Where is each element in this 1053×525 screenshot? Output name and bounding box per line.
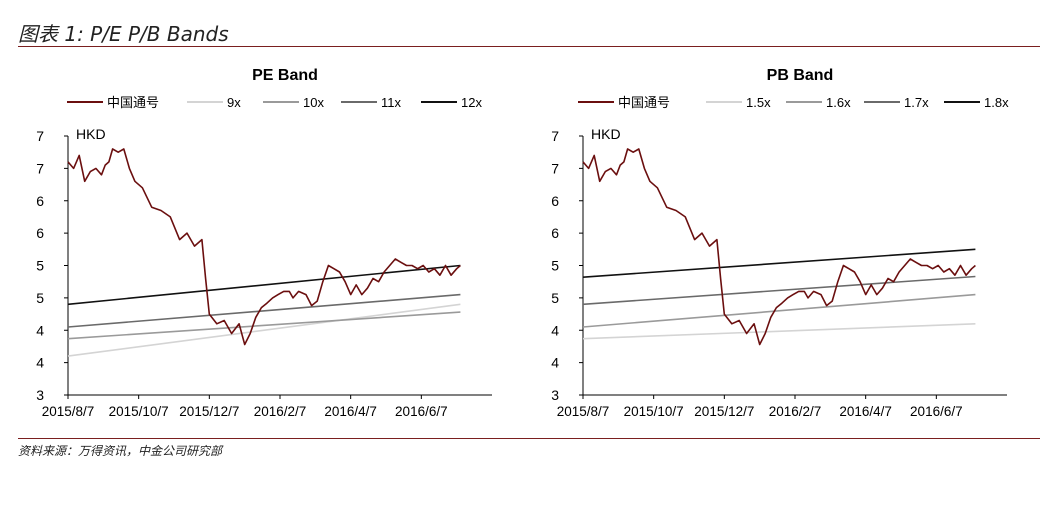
y-tick-label: 5 [36, 290, 44, 306]
series-line-0 [67, 148, 461, 346]
y-tick-label: 6 [36, 193, 44, 209]
x-tick-label: 2016/4/7 [324, 404, 377, 419]
y-tick-label: 3 [36, 387, 44, 403]
x-tick-label: 2015/8/7 [42, 404, 95, 419]
legend-label-1: 1.5x [746, 95, 771, 110]
y-axis-label: HKD [76, 126, 106, 142]
y-tick-label: 6 [36, 225, 44, 241]
series-line-4 [582, 248, 976, 278]
x-tick-label: 2016/6/7 [910, 404, 963, 419]
x-tick-label: 2015/12/7 [179, 404, 239, 419]
legend-label-4: 12x [461, 95, 482, 110]
series-line-3 [67, 293, 461, 328]
y-tick-label: 5 [551, 290, 559, 306]
x-tick-label: 2016/2/7 [254, 404, 307, 419]
legend-label-3: 11x [381, 95, 401, 110]
chart-legend: 中国通号 9x 10x 11x 12x [67, 95, 482, 110]
series-line-4 [67, 264, 461, 306]
y-tick-label: 7 [551, 128, 559, 144]
x-tick-label: 2015/8/7 [557, 404, 610, 419]
legend-label-0: 中国通号 [618, 95, 670, 110]
series-line-3 [582, 275, 976, 306]
chart-title: PB Band [767, 67, 834, 84]
series-line-2 [67, 311, 461, 340]
y-tick-label: 3 [551, 387, 559, 403]
legend-label-1: 9x [227, 95, 241, 110]
source-note: 资料来源：万得资讯，中金公司研究部 [18, 444, 223, 458]
chart-legend: 中国通号 1.5x 1.6x 1.7x 1.8x [578, 95, 1009, 110]
x-tick-label: 2016/4/7 [839, 404, 892, 419]
legend-label-4: 1.8x [984, 95, 1009, 110]
chart-title: PE Band [252, 67, 318, 84]
y-tick-label: 7 [36, 160, 44, 176]
series-line-2 [582, 293, 976, 328]
legend-label-2: 10x [303, 95, 324, 110]
x-tick-label: 2016/2/7 [769, 404, 822, 419]
title-rule [18, 46, 1040, 47]
figure-title: 图表 1: P/E P/B Bands [18, 22, 229, 46]
legend-label-3: 1.7x [904, 95, 929, 110]
y-axis-label: HKD [591, 126, 621, 142]
y-tick-label: 4 [36, 322, 44, 338]
y-tick-label: 6 [551, 193, 559, 209]
pe-band-chart: PE Band 中国通号 9x 10x 11x 12x HKD 3 4 4 5 5 6 6 7 7 2015/8… [36, 67, 492, 419]
x-tick-label: 2015/12/7 [694, 404, 754, 419]
y-tick-label: 6 [551, 225, 559, 241]
legend-label-2: 1.6x [826, 95, 851, 110]
y-tick-label: 4 [36, 355, 44, 371]
y-tick-label: 7 [551, 160, 559, 176]
series-line-1 [67, 303, 461, 357]
x-tick-label: 2016/6/7 [395, 404, 448, 419]
y-tick-label: 4 [551, 322, 559, 338]
x-tick-label: 2015/10/7 [109, 404, 169, 419]
legend-label-0: 中国通号 [107, 95, 159, 110]
series-line-0 [582, 148, 976, 346]
y-tick-label: 7 [36, 128, 44, 144]
y-tick-label: 5 [551, 258, 559, 274]
series-line-1 [582, 323, 976, 340]
x-tick-label: 2015/10/7 [624, 404, 684, 419]
pb-band-chart: PB Band 中国通号 1.5x 1.6x 1.7x 1.8x HKD 3 4 4 5 5 6 6 7 7 2… [551, 67, 1009, 419]
y-tick-label: 4 [551, 355, 559, 371]
y-tick-label: 5 [36, 258, 44, 274]
source-rule [18, 438, 1040, 439]
